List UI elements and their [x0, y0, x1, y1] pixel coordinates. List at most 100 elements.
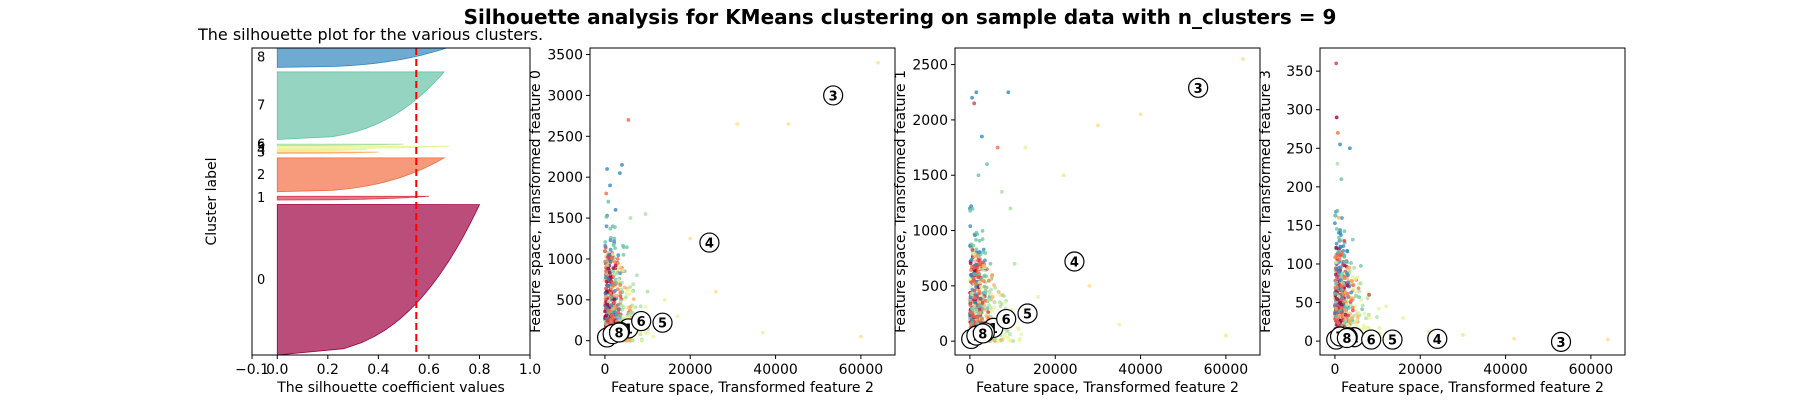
data-point	[974, 90, 979, 95]
data-point	[1341, 244, 1346, 249]
data-point	[999, 337, 1004, 342]
data-point	[1345, 292, 1350, 296]
data-point	[1377, 326, 1382, 330]
data-point	[627, 292, 632, 297]
x-tick-label: 20000	[668, 362, 713, 378]
y-tick-label: 3500	[547, 48, 583, 64]
cluster-center-3	[1188, 77, 1209, 98]
data-point	[969, 291, 974, 296]
data-point	[603, 294, 608, 299]
data-point	[629, 311, 633, 316]
cluster-label-5: 5	[257, 140, 265, 155]
data-point	[985, 306, 990, 310]
data-point	[968, 298, 973, 303]
cluster-center-5	[1382, 329, 1403, 350]
cluster-center-5	[1017, 303, 1038, 324]
data-point	[604, 259, 609, 264]
y-tick-label: 0	[574, 334, 583, 350]
data-point	[1241, 57, 1245, 61]
data-point	[972, 272, 977, 276]
data-point	[1096, 123, 1100, 128]
data-point	[603, 249, 607, 254]
silhouette-cluster-3	[276, 151, 379, 154]
cluster-center-3	[1550, 331, 1572, 352]
data-point	[976, 299, 981, 304]
cluster-center-5	[652, 312, 673, 333]
axes-frame	[1319, 47, 1626, 356]
cluster-label-6: 6	[257, 138, 265, 153]
figure-title: Silhouette analysis for KMeans clusterin…	[464, 5, 1337, 29]
data-point	[604, 286, 608, 291]
data-point	[977, 238, 982, 243]
data-point	[1353, 276, 1358, 281]
data-point	[615, 257, 620, 261]
data-point	[979, 284, 983, 289]
data-point	[633, 305, 638, 310]
data-point	[1334, 61, 1339, 66]
cluster-center-8	[972, 323, 993, 344]
y-axis-label: Feature space, Transformed feature 1	[893, 70, 909, 333]
data-point	[605, 318, 610, 323]
data-point	[1340, 216, 1344, 220]
data-point	[1350, 305, 1355, 310]
x-tick-label: 40000	[1483, 362, 1528, 378]
data-point	[624, 305, 629, 310]
data-point	[1376, 306, 1381, 311]
data-point	[1006, 90, 1011, 95]
data-point	[985, 162, 989, 167]
data-point	[970, 307, 974, 312]
data-point	[977, 261, 981, 266]
data-point	[1358, 281, 1363, 286]
data-point	[1346, 295, 1351, 299]
y-tick-label: 1000	[912, 224, 948, 240]
data-point	[970, 310, 975, 315]
x-tick-label: 20000	[1033, 362, 1078, 378]
cluster-label-4: 4	[257, 143, 265, 158]
data-point	[613, 207, 618, 212]
data-point	[1349, 290, 1353, 295]
data-point	[1333, 310, 1337, 315]
data-point	[1361, 323, 1366, 328]
data-point	[610, 314, 614, 318]
data-point	[979, 134, 984, 139]
data-point	[615, 271, 619, 276]
data-point	[1002, 294, 1006, 298]
data-point	[1342, 276, 1347, 281]
data-point	[995, 145, 1000, 150]
data-point	[1340, 310, 1344, 315]
y-tick-label: 500	[921, 279, 948, 295]
y-tick-label: 50	[1295, 296, 1313, 312]
data-point	[620, 163, 624, 167]
y-tick-label: 2500	[547, 129, 583, 145]
x-axis-label: Feature space, Transformed feature 2	[611, 380, 874, 396]
data-point	[1350, 287, 1355, 291]
data-point	[606, 199, 611, 204]
data-point	[1362, 311, 1367, 316]
data-point	[972, 252, 976, 256]
cluster-center-6	[631, 310, 652, 332]
data-point	[996, 290, 1001, 294]
data-point	[613, 263, 618, 268]
data-point	[612, 297, 617, 302]
data-point	[621, 268, 625, 272]
data-point	[1350, 274, 1355, 279]
data-point	[1002, 300, 1007, 305]
data-point	[1345, 271, 1349, 275]
x-tick-label: 60000	[1569, 362, 1614, 378]
y-tick-label: 250	[1286, 141, 1313, 157]
data-point	[980, 237, 985, 242]
silhouette-cluster-7	[276, 71, 445, 140]
data-point	[876, 60, 880, 65]
data-point	[986, 310, 991, 314]
data-point	[975, 270, 980, 274]
data-point	[608, 238, 613, 243]
y-tick-label: 200	[1286, 180, 1313, 196]
data-point	[603, 240, 608, 244]
data-point	[980, 306, 985, 311]
data-point	[1334, 307, 1338, 311]
data-point	[604, 224, 609, 229]
cluster-label-3: 3	[257, 146, 265, 161]
data-point	[973, 259, 978, 263]
data-point	[639, 338, 644, 343]
data-point	[1350, 237, 1355, 242]
